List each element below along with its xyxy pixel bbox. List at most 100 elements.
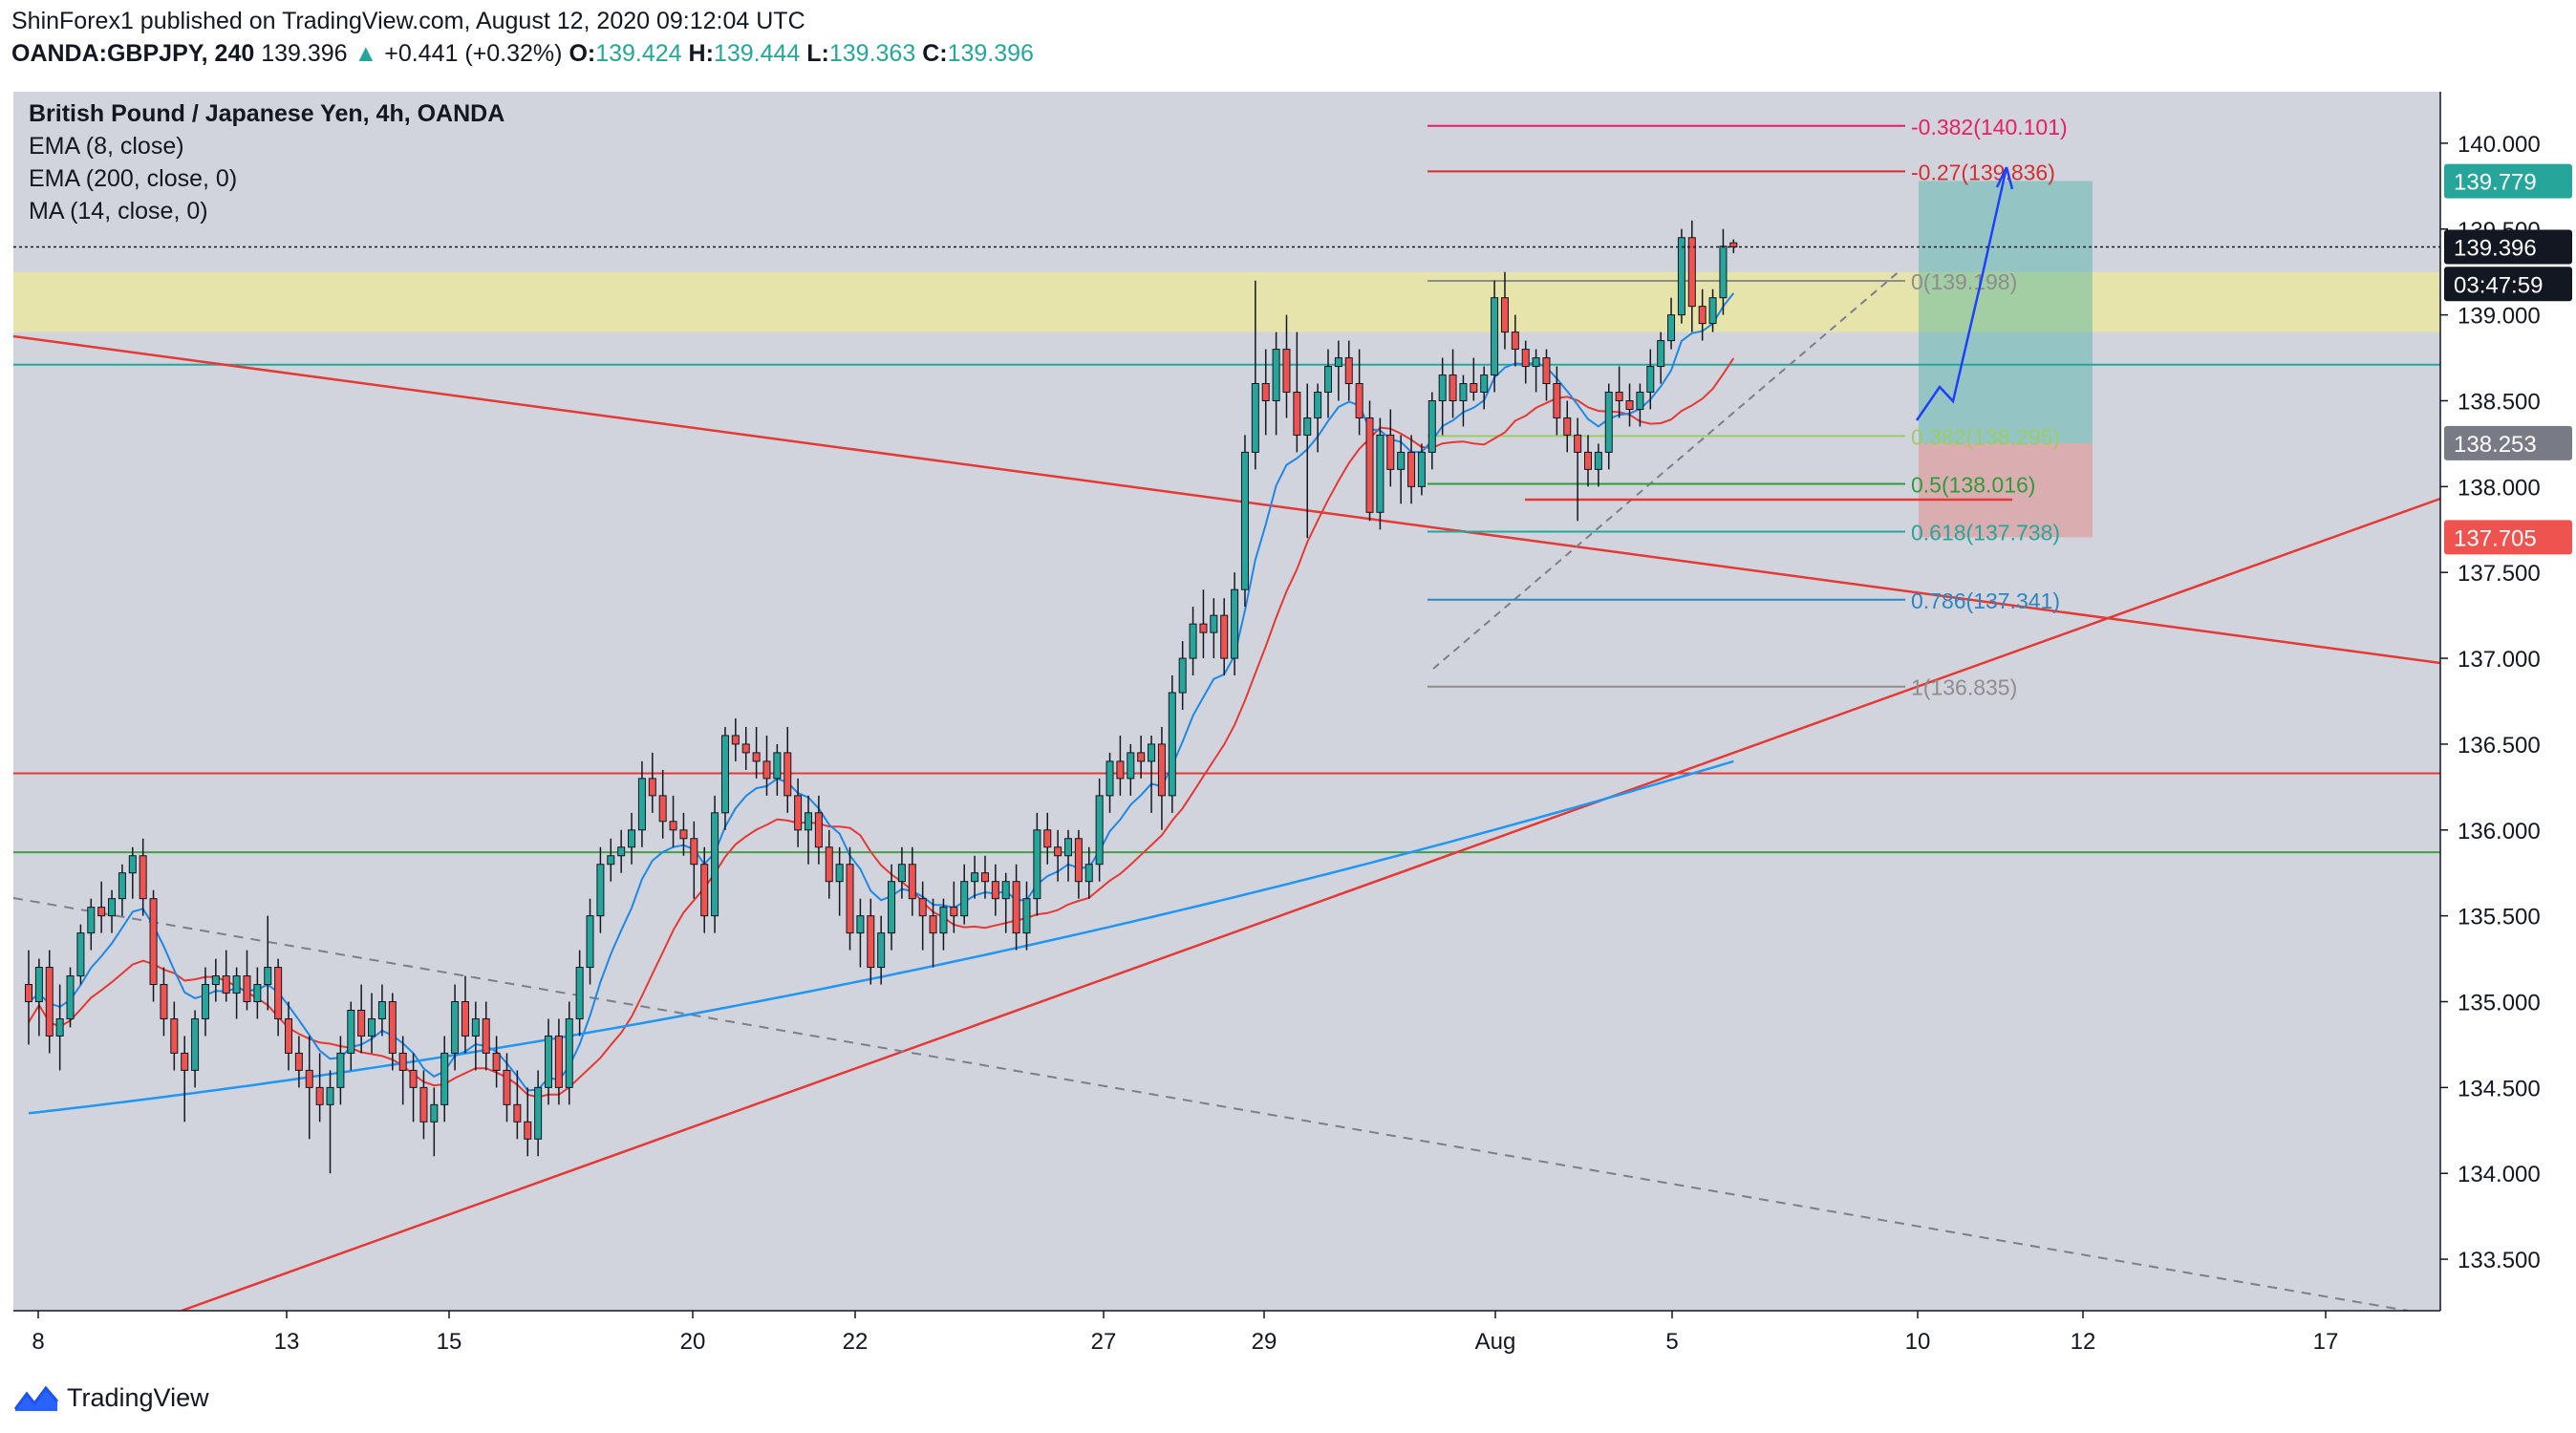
open-value: 139.424 [595, 40, 682, 67]
candle-body [1074, 838, 1083, 883]
time-tick-label: 22 [843, 1329, 869, 1355]
change-up-icon: ▲ [354, 40, 378, 67]
candle-body [1574, 434, 1582, 453]
arrow-head-icon [1995, 166, 2014, 190]
candle-body [315, 1086, 324, 1105]
candle-body [1376, 434, 1385, 513]
brand-name: TradingView [67, 1383, 209, 1412]
price-label-text: 137.705 [2454, 525, 2537, 551]
candle-body [534, 1086, 543, 1140]
candle-body [918, 898, 927, 917]
candle-body [991, 881, 999, 900]
candle-body [1636, 392, 1644, 410]
candle-body [285, 1017, 292, 1054]
candle-body [87, 907, 96, 934]
candle-body [939, 907, 948, 934]
candle-body [794, 795, 803, 831]
time-tick-label: 8 [32, 1329, 44, 1355]
candle-body [784, 752, 792, 797]
candle-body [846, 864, 854, 934]
open-label: O: [569, 40, 596, 67]
candle-body [888, 881, 896, 934]
candle-body [554, 1035, 563, 1088]
candle-body [1625, 399, 1634, 410]
candle-body [430, 1103, 439, 1123]
candle-body [25, 984, 32, 1003]
candle-body [1210, 614, 1218, 633]
candle-body [1043, 829, 1052, 848]
close-value: 139.396 [947, 40, 1034, 67]
candle-body [264, 967, 272, 986]
candle-body [1001, 881, 1010, 900]
legend-ma14[interactable]: MA (14, close, 0) [29, 198, 208, 225]
candle-body [1157, 743, 1166, 797]
fib-level-label: 1(136.835) [1911, 675, 2017, 700]
candle-body [377, 1001, 386, 1019]
candle-body [118, 872, 126, 900]
candle-body [128, 855, 137, 874]
candle-body [1054, 846, 1063, 857]
candle-body [960, 881, 969, 917]
candle-body [1199, 623, 1208, 633]
fib-level-label: 0(139.198) [1911, 269, 2017, 294]
candle-body [243, 975, 251, 1003]
position-profit-zone [1919, 181, 2093, 443]
candle-body [1553, 383, 1561, 418]
candle-body [419, 1086, 428, 1123]
candle-body [856, 915, 865, 934]
candle-body [1231, 588, 1239, 659]
candle-body [368, 1017, 376, 1037]
candle-body [971, 872, 979, 883]
candle-body [825, 846, 833, 883]
candle-body [1646, 366, 1655, 394]
ema8-line [28, 292, 1735, 1092]
candle-body [388, 1001, 397, 1054]
candle-body [1615, 392, 1623, 401]
legend-ema200[interactable]: EMA (200, close, 0) [29, 165, 238, 192]
price-tick-label: 138.000 [2458, 475, 2541, 501]
candle-body [471, 1017, 480, 1037]
candle-body [1344, 357, 1353, 385]
candle-body [347, 1009, 355, 1054]
candle-body [1407, 451, 1416, 487]
candle-body [1168, 692, 1176, 797]
candle-body [669, 821, 677, 831]
candle-body [1282, 349, 1291, 394]
candle-body [1604, 392, 1613, 453]
candle-body [741, 743, 750, 754]
candle-body [34, 967, 43, 1003]
candle-body [1251, 383, 1259, 453]
candle-body [409, 1069, 418, 1088]
price-tick-label: 137.000 [2458, 647, 2541, 673]
candle-body [503, 1069, 511, 1105]
candle-body [1386, 434, 1395, 470]
footer-brand[interactable]: TradingView [13, 1383, 209, 1413]
candle-body [97, 907, 106, 917]
candle-body [1189, 623, 1197, 659]
candle-body [752, 752, 761, 762]
candle-body [1303, 417, 1312, 436]
candle-body [1708, 297, 1717, 325]
candle-body [1511, 332, 1519, 351]
candle-body [1116, 760, 1125, 780]
candle-body [482, 1017, 490, 1054]
fib-level-label: -0.27(139.836) [1911, 160, 2055, 184]
candle-body [1542, 357, 1551, 385]
legend-ema8[interactable]: EMA (8, close) [29, 133, 184, 160]
candle-body [877, 932, 886, 969]
projection-arrow [1915, 166, 2008, 421]
candle-body [222, 975, 230, 995]
candle-body [575, 967, 584, 1019]
candle-body [700, 864, 709, 917]
candle-body [545, 1035, 552, 1088]
candle-body [1563, 417, 1572, 436]
price-tick-label: 139.000 [2458, 304, 2541, 330]
publisher-line: ShinForex1 published on TradingView.com,… [11, 8, 805, 34]
price-label-text: 139.396 [2454, 235, 2537, 261]
candle-body [1272, 349, 1280, 401]
candle-body [1397, 451, 1406, 470]
candle-body [1293, 392, 1301, 436]
low-value: 139.363 [828, 40, 916, 67]
